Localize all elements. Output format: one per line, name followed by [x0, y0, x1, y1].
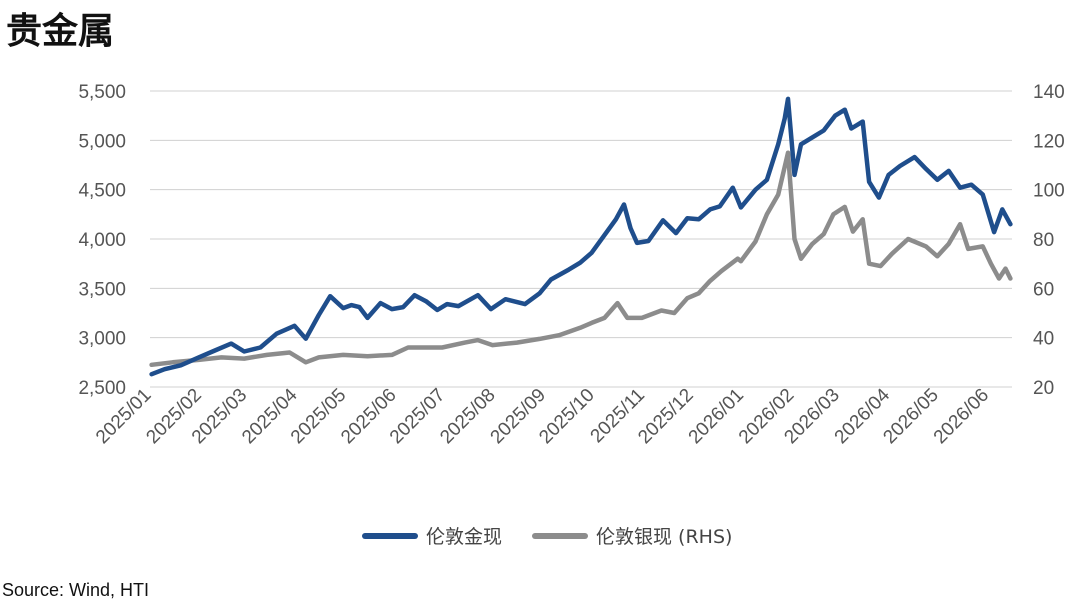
x-tick-label: 2026/05 [879, 385, 942, 448]
legend-label-gold: 伦敦金现 [426, 526, 503, 548]
y-left-tick-label: 3,500 [78, 279, 126, 300]
y-left-axis: 2,500 3,000 3,500 4,000 4,500 5,000 5,500 [78, 82, 126, 399]
legend-item-gold: 伦敦金现 [362, 522, 502, 549]
y-left-tick-label: 4,500 [78, 181, 126, 202]
x-axis: 2025/012025/022025/032025/042025/052025/… [92, 384, 993, 448]
series-layer [149, 96, 1013, 377]
x-tick-label: 2025/10 [535, 385, 598, 448]
y-right-tick-label: 140 [1033, 82, 1065, 103]
y-right-tick-label: 20 [1033, 378, 1054, 399]
y-right-tick-label: 40 [1033, 329, 1054, 350]
x-tick-label: 2025/12 [634, 385, 697, 448]
x-tick-label: 2025/05 [287, 385, 350, 448]
source-note: Source: Wind, HTI [2, 580, 150, 600]
legend-swatch-silver [532, 532, 589, 539]
x-tick-label: 2025/07 [386, 385, 449, 448]
y-right-axis: 20 40 60 80 100 120 140 [1033, 82, 1065, 399]
y-left-tick-label: 4,000 [78, 230, 126, 251]
y-left-tick-label: 3,000 [78, 329, 126, 350]
series-line-gold [149, 96, 1013, 377]
series-line-silver [149, 150, 1013, 368]
chart: 2,500 3,000 3,500 4,000 4,500 5,000 5,500 20 40… [78, 82, 1065, 448]
legend-label-silver: 伦敦银现 (RHS) [596, 526, 733, 548]
legend: 伦敦金现 伦敦银现 (RHS) [362, 522, 762, 549]
x-tick-label: 2026/01 [685, 385, 748, 448]
legend-swatch-gold [362, 532, 418, 539]
x-tick-label: 2026/06 [930, 385, 993, 448]
x-tick-label: 2025/08 [436, 385, 499, 448]
y-right-tick-label: 80 [1033, 230, 1054, 251]
y-right-tick-label: 100 [1033, 181, 1065, 202]
page-title: 贵金属 [6, 10, 115, 52]
y-right-tick-label: 60 [1033, 279, 1054, 300]
y-right-tick-label: 120 [1033, 131, 1065, 152]
legend-item-silver: 伦敦银现 (RHS) [532, 522, 732, 549]
grid [150, 90, 1012, 388]
y-left-tick-label: 5,000 [78, 131, 126, 152]
y-left-tick-label: 5,500 [78, 82, 126, 103]
y-left-tick-label: 2,500 [78, 378, 126, 399]
